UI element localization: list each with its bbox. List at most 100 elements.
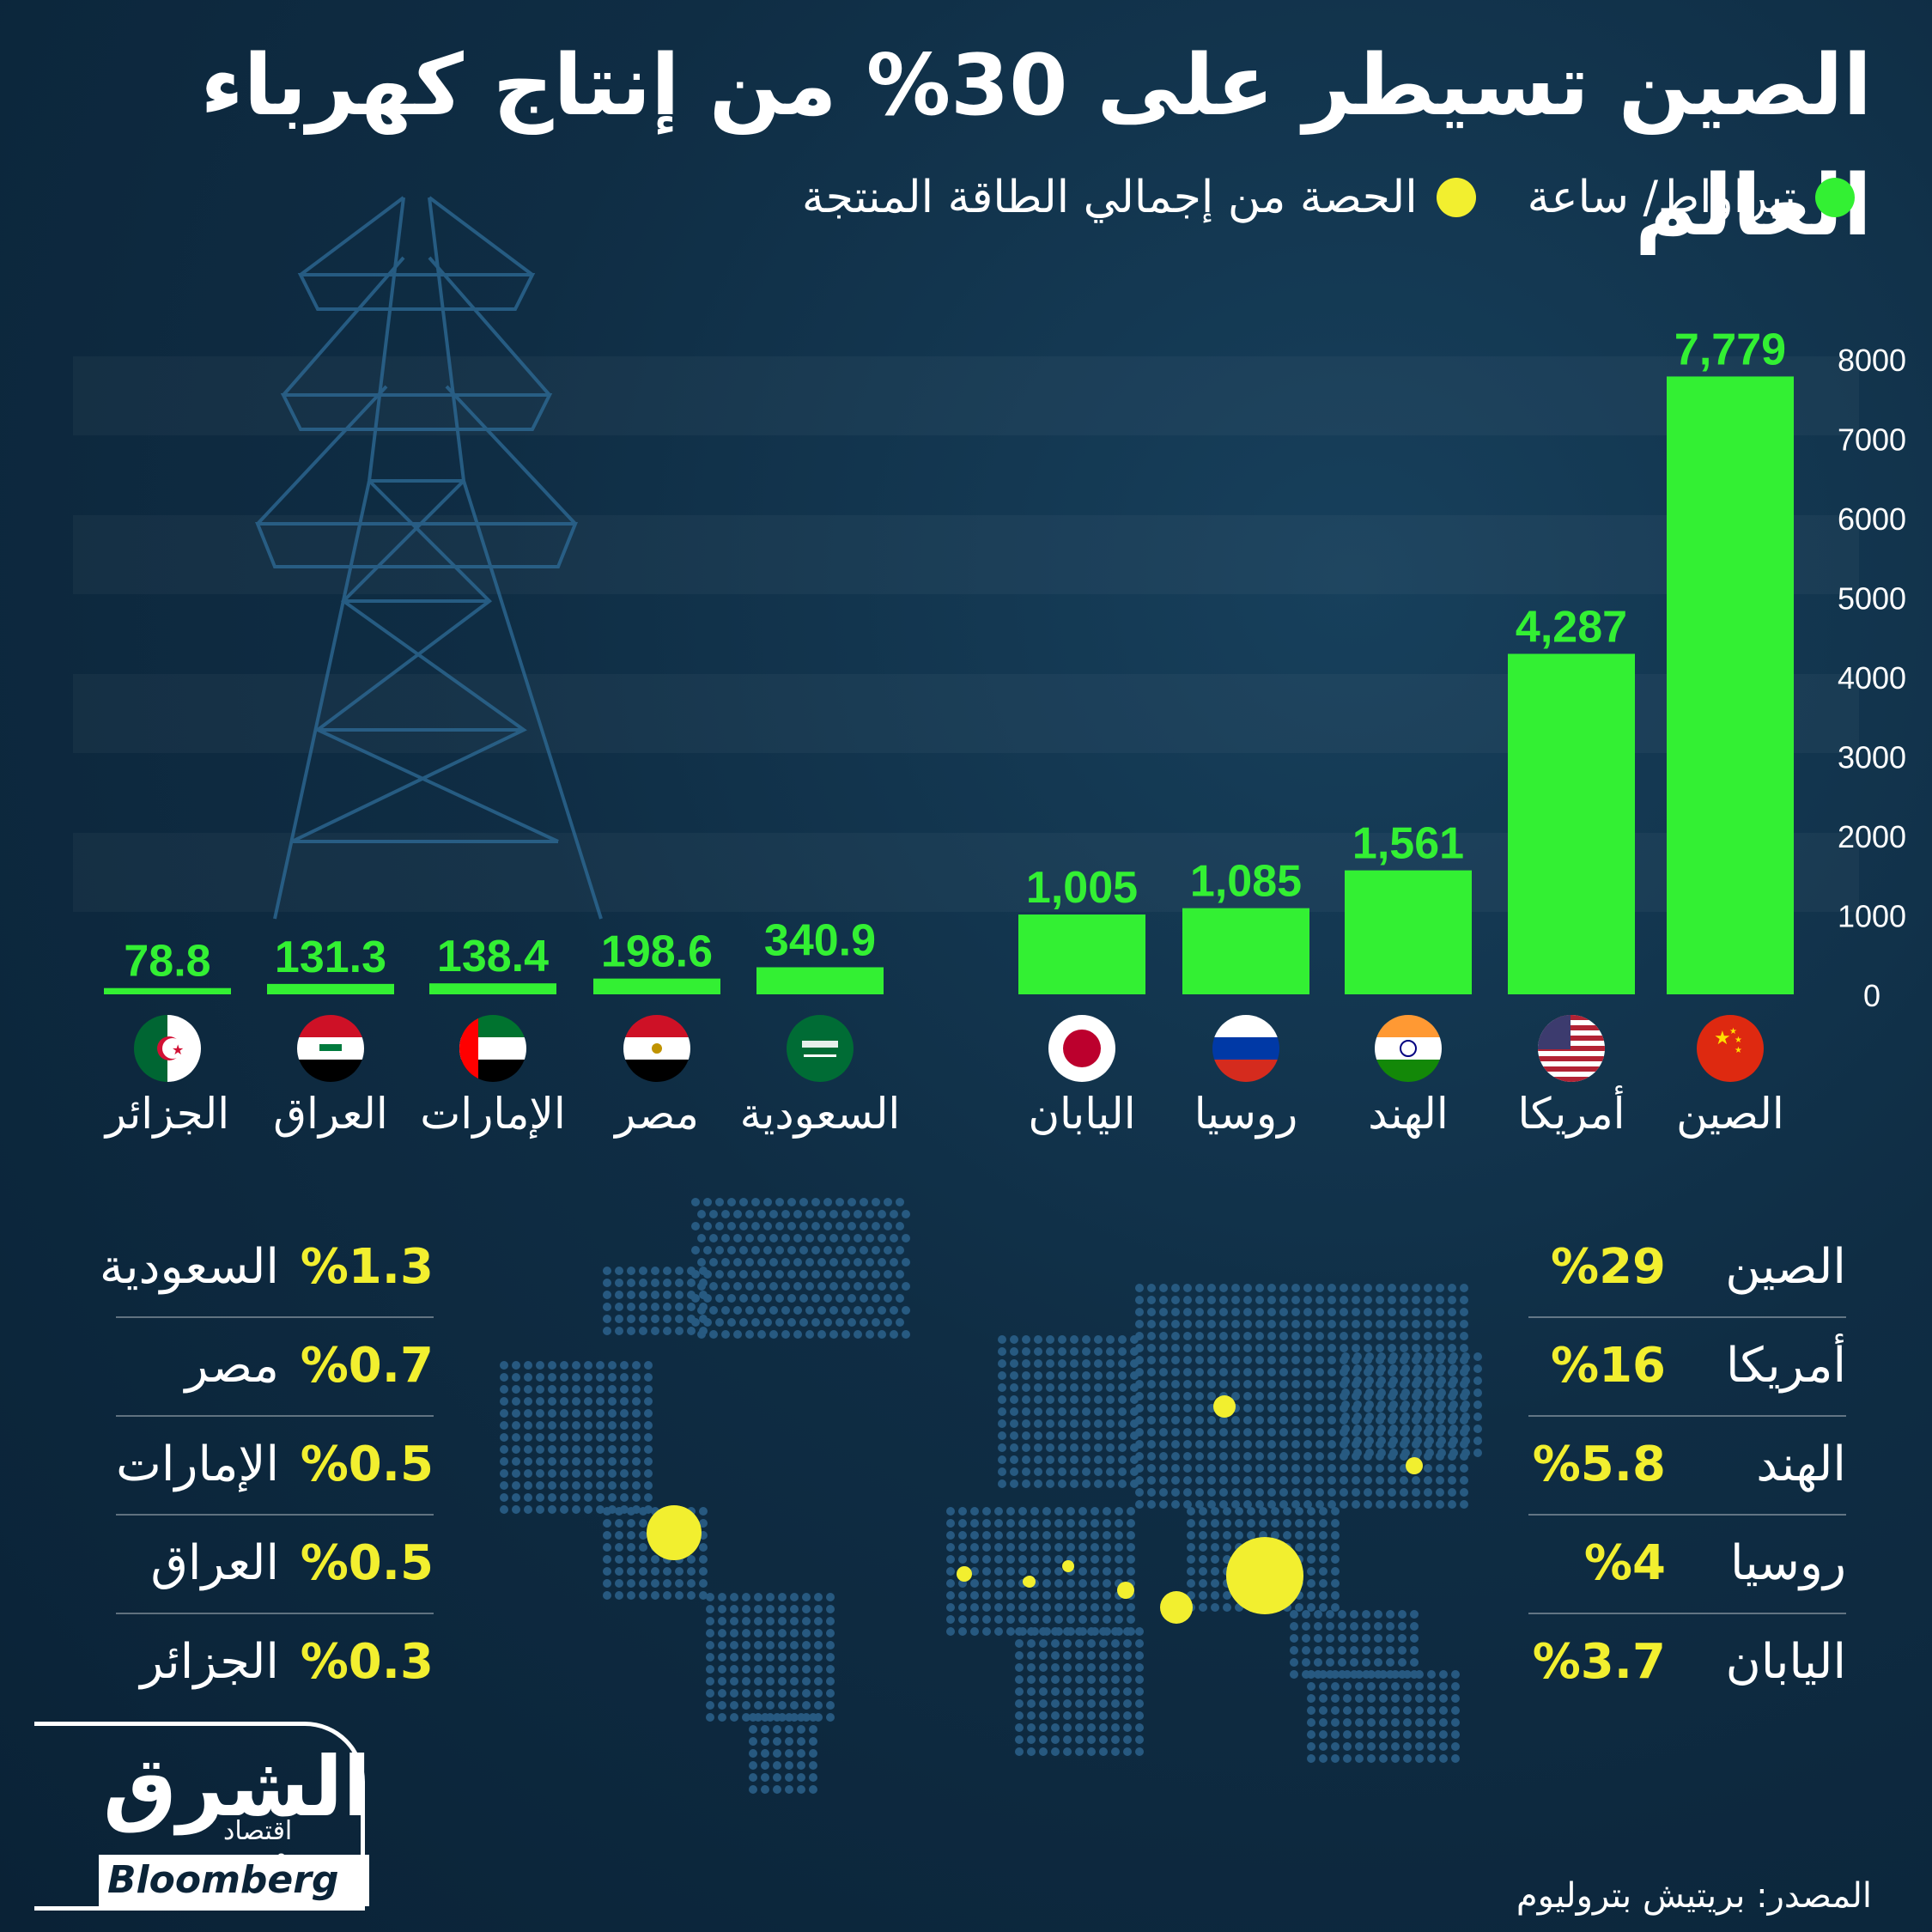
bubble-usa <box>647 1505 702 1560</box>
share-country-name: السعودية <box>99 1239 279 1295</box>
bubble-egypt <box>957 1566 972 1582</box>
country-label: أمريكا <box>1517 1089 1625 1139</box>
legend-green-dot <box>1815 178 1855 217</box>
bar <box>104 987 231 994</box>
share-value: %0.5 <box>300 1437 434 1492</box>
share-row: الجزائر %0.3 <box>116 1613 434 1711</box>
bar-value-label: 78.8 <box>124 937 210 987</box>
bubble-japan <box>1406 1457 1423 1474</box>
transmission-tower-illustration <box>255 196 603 920</box>
country-label: الجزائر <box>105 1089 230 1139</box>
logo-asharq: الشرق <box>103 1739 372 1835</box>
share-value: %16 <box>1550 1338 1666 1394</box>
y-tick-label: 0 <box>1863 978 1880 1013</box>
share-value: %4 <box>1583 1535 1666 1591</box>
y-axis-ticks: 8000 7000 6000 5000 4000 3000 2000 1000 0 <box>1838 343 1906 1013</box>
svg-text:★: ★ <box>1735 1036 1742 1045</box>
share-row: الهند %5.8 <box>1528 1415 1846 1516</box>
svg-text:★: ★ <box>1729 1027 1737 1036</box>
saudi-flag-icon <box>787 1015 854 1082</box>
country-label: مصر <box>615 1089 699 1139</box>
share-country-name: اليابان <box>1725 1634 1846 1690</box>
legend-item-twh: تيراواط/ ساعة <box>1528 172 1855 223</box>
country-label: الصين <box>1676 1089 1784 1139</box>
country-label: السعودية <box>739 1089 901 1139</box>
share-value: %3.7 <box>1532 1634 1666 1690</box>
share-row: الصين %29 <box>1528 1218 1846 1318</box>
bar-value-labels: 7,779 4,287 1,561 1,085 1,005 340.9 198.6 138.4… <box>124 325 1786 986</box>
share-row: مصر %0.7 <box>116 1316 434 1417</box>
share-country-name: الصين <box>1725 1239 1846 1295</box>
algeria-flag-icon: ★ <box>134 1015 201 1082</box>
bar-value-label: 7,779 <box>1674 325 1786 374</box>
svg-text:★: ★ <box>172 1042 184 1058</box>
y-tick-label: 3000 <box>1838 740 1906 775</box>
bar <box>593 978 720 994</box>
logo-sub: اقتصاد <box>223 1816 293 1846</box>
country-label: روسيا <box>1194 1089 1298 1139</box>
share-country-name: مصر <box>185 1338 279 1394</box>
share-row: السعودية %1.3 <box>100 1218 434 1318</box>
country-label: اليابان <box>1028 1089 1136 1139</box>
bars <box>104 376 1794 994</box>
bar-value-label: 198.6 <box>601 927 713 977</box>
country-label: الإمارات <box>420 1089 566 1139</box>
bar <box>1667 376 1794 994</box>
page-title: الصين تسيطر على 30% من إنتاج كهرباء العا… <box>200 37 1873 255</box>
japan-flag-icon <box>1048 1015 1115 1082</box>
y-tick-label: 6000 <box>1838 501 1906 537</box>
share-value: %1.3 <box>300 1239 434 1295</box>
bar-value-label: 1,005 <box>1026 863 1138 913</box>
share-country-name: روسيا <box>1730 1535 1846 1591</box>
legend: تيراواط/ ساعة الحصة من إجمالي الطاقة الم… <box>802 172 1855 223</box>
legend-label-twh: تيراواط/ ساعة <box>1527 172 1796 223</box>
bar <box>1018 914 1145 994</box>
share-row: العراق %0.5 <box>116 1514 434 1614</box>
share-country-name: أمريكا <box>1725 1338 1846 1394</box>
bar-value-label: 340.9 <box>764 915 876 965</box>
logo-frame <box>34 1722 365 1911</box>
bar <box>756 967 884 994</box>
bar-value-label: 131.3 <box>275 933 386 982</box>
y-tick-label: 8000 <box>1838 343 1906 378</box>
share-value: %29 <box>1550 1239 1666 1295</box>
usa-flag-icon <box>1538 1015 1605 1082</box>
legend-yellow-dot <box>1436 178 1476 217</box>
y-tick-label: 5000 <box>1838 581 1906 617</box>
bubble-india <box>1160 1591 1193 1624</box>
bar-value-label: 1,085 <box>1190 857 1302 907</box>
bar-value-label: 138.4 <box>437 932 549 981</box>
share-value: %0.5 <box>300 1535 434 1591</box>
legend-item-share: الحصة من إجمالي الطاقة المنتجة <box>802 172 1476 223</box>
bar <box>1508 653 1635 994</box>
iraq-flag-icon <box>297 1015 364 1082</box>
bubble-saudi <box>1117 1582 1134 1599</box>
bar <box>1182 908 1309 994</box>
share-row: روسيا %4 <box>1528 1514 1846 1614</box>
share-value: %0.3 <box>300 1634 434 1690</box>
share-country-name: الجزائر <box>140 1634 279 1690</box>
bubble-uae <box>1062 1560 1074 1572</box>
y-tick-label: 4000 <box>1838 660 1906 696</box>
source-text: المصدر: بريتيش بتروليوم <box>1516 1876 1872 1916</box>
svg-text:★: ★ <box>1714 1028 1731 1049</box>
svg-text:★: ★ <box>1735 1046 1742 1055</box>
bar-value-label: 1,561 <box>1352 819 1464 869</box>
bar <box>1345 870 1472 994</box>
share-row: أمريكا %16 <box>1528 1316 1846 1417</box>
china-flag-icon: ★ ★ ★ ★ <box>1697 1015 1764 1082</box>
bubble-russia <box>1213 1395 1236 1418</box>
share-country-name: الإمارات <box>116 1437 279 1492</box>
share-country-name: العراق <box>150 1535 279 1591</box>
y-tick-label: 7000 <box>1838 422 1906 458</box>
bar <box>267 983 394 994</box>
y-tick-label: 2000 <box>1838 819 1906 854</box>
share-value: %0.7 <box>300 1338 434 1394</box>
logo-bloomberg: Bloomberg <box>99 1855 369 1906</box>
map-share-bubbles <box>647 1395 1423 1624</box>
bar-value-label: 4,287 <box>1516 602 1627 652</box>
share-row: الإمارات %0.5 <box>116 1415 434 1516</box>
bubble-algeria <box>1023 1577 1033 1587</box>
india-flag-icon <box>1375 1015 1442 1082</box>
